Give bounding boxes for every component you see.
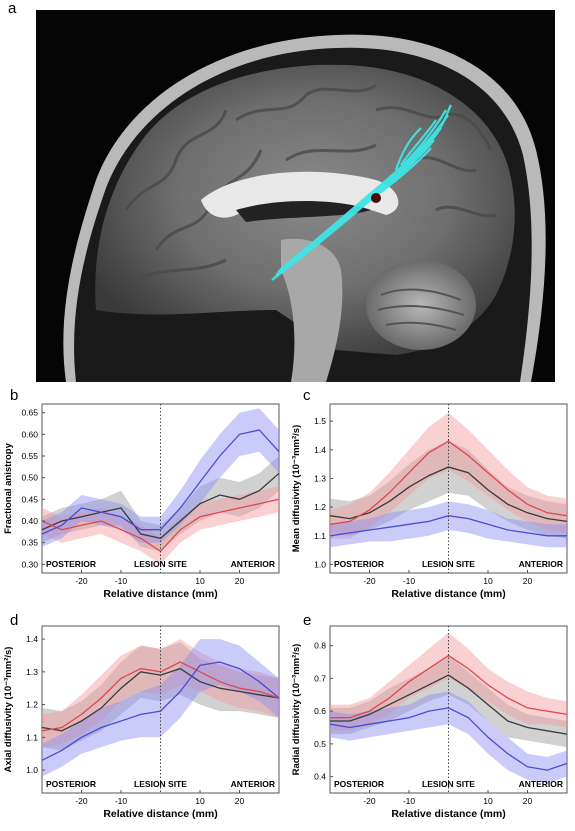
x-tick-label-3: 20 xyxy=(235,576,245,586)
y-tick-label-4: 0.50 xyxy=(21,473,38,483)
annotation-anterior: ANTERIOR xyxy=(231,559,275,569)
x-tick-label-2: 10 xyxy=(195,796,205,806)
panel-label-c: c xyxy=(303,387,311,404)
y-tick-label-0: 0.4 xyxy=(314,772,326,782)
x-axis-label: Relative distance (mm) xyxy=(103,588,217,600)
panel-label-d: d xyxy=(10,612,19,629)
confidence-band-0 xyxy=(330,441,567,539)
annotation-lesion-site: LESION SITE xyxy=(422,779,475,789)
y-tick-label-3: 1.3 xyxy=(314,473,326,483)
x-tick-label-2: 10 xyxy=(483,576,493,586)
annotation-lesion-site: LESION SITE xyxy=(134,559,187,569)
y-tick-label-5: 0.55 xyxy=(21,451,38,461)
y-tick-label-0: 1.0 xyxy=(26,765,38,775)
x-axis-label: Relative distance (mm) xyxy=(391,588,505,600)
x-tick-label-0: -20 xyxy=(75,576,88,586)
annotation-anterior: ANTERIOR xyxy=(519,779,563,789)
x-tick-label-1: -10 xyxy=(115,796,128,806)
x-tick-label-2: 10 xyxy=(195,576,205,586)
y-tick-label-5: 1.5 xyxy=(314,416,326,426)
confidence-band-1 xyxy=(330,412,567,539)
x-tick-label-1: -10 xyxy=(403,796,416,806)
x-tick-label-2: 10 xyxy=(483,796,493,806)
y-tick-label-3: 0.7 xyxy=(314,673,326,683)
confidence-band-0 xyxy=(330,655,567,748)
y-axis-label: Radial diffusivity (10⁻³mm²/s) xyxy=(291,644,302,776)
y-axis-label: Fractional anistropy xyxy=(3,442,14,534)
y-axis-label: Axial diffusivity (10⁻³mm²/s) xyxy=(3,647,14,773)
annotation-posterior: POSTERIOR xyxy=(334,779,384,789)
x-axis-label: Relative distance (mm) xyxy=(391,808,505,820)
y-tick-label-7: 0.65 xyxy=(21,408,38,418)
series-line-2 xyxy=(41,429,280,535)
y-tick-label-4: 1.4 xyxy=(314,445,326,455)
annotation-lesion-site: LESION SITE xyxy=(422,559,475,569)
y-axis-label: Mean diffusivity (10⁻³mm²/s) xyxy=(291,425,302,552)
x-tick-label-3: 20 xyxy=(523,576,533,586)
y-tick-label-6: 0.60 xyxy=(21,429,38,439)
plot-area xyxy=(41,625,280,794)
annotation-posterior: POSTERIOR xyxy=(46,559,96,569)
confidence-band-1 xyxy=(330,632,567,731)
x-tick-label-0: -20 xyxy=(363,796,376,806)
y-tick-label-0: 0.30 xyxy=(21,559,38,569)
y-tick-label-3: 1.3 xyxy=(26,667,38,677)
lesion-marker xyxy=(371,193,381,203)
series-line-1 xyxy=(329,440,568,525)
y-tick-label-3: 0.45 xyxy=(21,494,38,504)
y-tick-label-2: 0.6 xyxy=(314,706,326,716)
y-tick-label-1: 1.1 xyxy=(26,732,38,742)
annotation-posterior: POSTERIOR xyxy=(334,559,384,569)
y-tick-label-0: 1.0 xyxy=(314,559,326,569)
chart-axial-diffusivity: 1.0 1.1 1.2 1.3 1.4 -20 -10 10 20 POSTERIOR LESION… xyxy=(3,625,280,820)
series-line-2 xyxy=(329,515,567,537)
y-tick-label-2: 1.2 xyxy=(314,502,326,512)
annotation-anterior: ANTERIOR xyxy=(519,559,563,569)
panel-label-e: e xyxy=(303,612,312,629)
x-tick-label-1: -10 xyxy=(403,576,416,586)
chart-fractional-anisotropy: 0.30 0.35 0.40 0.45 0.50 0.55 0.60 0.65 -20 -10 10… xyxy=(3,403,280,600)
x-tick-label-0: -20 xyxy=(363,576,376,586)
panel-label-a: a xyxy=(8,0,17,17)
chart-mean-diffusivity: 1.0 1.1 1.2 1.3 1.4 1.5 -20 -10 10 20 POSTERIOR LES… xyxy=(291,403,568,600)
y-tick-label-1: 0.35 xyxy=(21,538,38,548)
mri-sagittal-image xyxy=(36,10,555,382)
y-tick-label-1: 0.5 xyxy=(314,739,326,749)
y-tick-label-4: 1.4 xyxy=(26,634,38,644)
annotation-lesion-site: LESION SITE xyxy=(134,779,187,789)
y-tick-label-4: 0.8 xyxy=(314,641,326,651)
annotation-anterior: ANTERIOR xyxy=(231,779,275,789)
y-tick-label-1: 1.1 xyxy=(314,531,326,541)
x-tick-label-1: -10 xyxy=(115,576,128,586)
x-tick-label-0: -20 xyxy=(75,796,88,806)
x-axis-label: Relative distance (mm) xyxy=(103,808,217,820)
confidence-band-0 xyxy=(42,456,279,552)
plot-area xyxy=(329,625,568,794)
y-tick-label-2: 0.40 xyxy=(21,516,38,526)
panel-label-b: b xyxy=(10,387,19,404)
confidence-band-1 xyxy=(42,486,279,565)
y-tick-label-2: 1.2 xyxy=(26,700,38,710)
x-tick-label-3: 20 xyxy=(523,796,533,806)
x-tick-label-3: 20 xyxy=(235,796,245,806)
chart-radial-diffusivity: 0.4 0.5 0.6 0.7 0.8 -20 -10 10 20 POSTERIOR LESION… xyxy=(291,625,568,820)
confidence-band-2 xyxy=(330,691,567,784)
annotation-posterior: POSTERIOR xyxy=(46,779,96,789)
